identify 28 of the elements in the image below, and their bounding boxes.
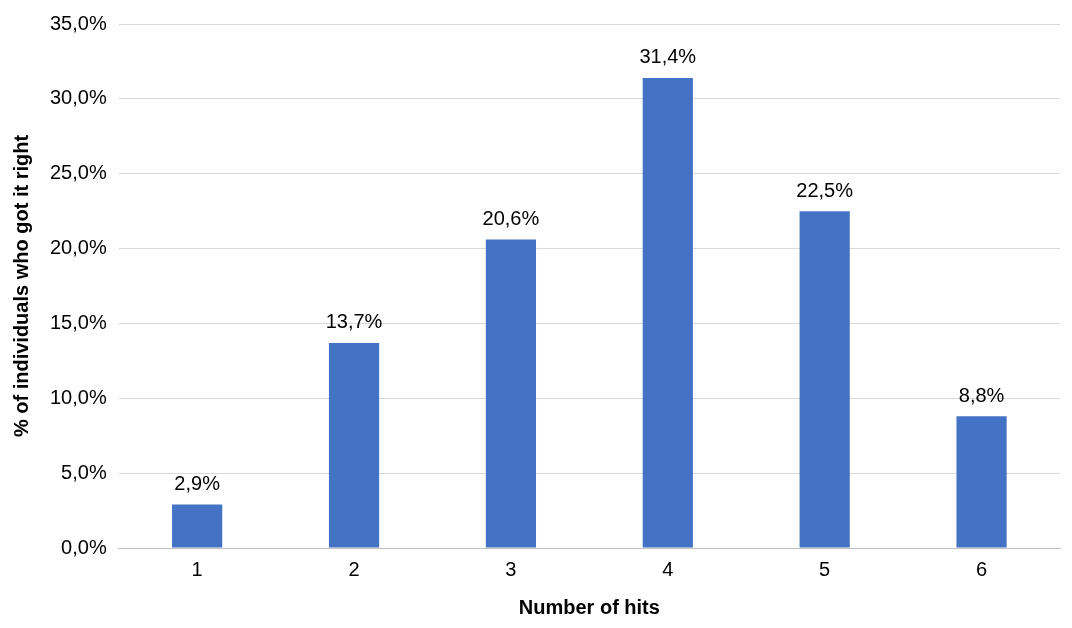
x-tick-label: 6 bbox=[976, 557, 988, 580]
bar bbox=[172, 504, 223, 548]
x-tick-label: 3 bbox=[505, 557, 517, 580]
data-label: 8,8% bbox=[958, 383, 1005, 406]
data-label: 31,4% bbox=[639, 45, 697, 68]
y-tick-label: 10,0% bbox=[49, 385, 107, 408]
data-label: 20,6% bbox=[482, 207, 540, 230]
x-tick-label: 4 bbox=[662, 557, 674, 580]
y-tick-label: 0,0% bbox=[61, 535, 107, 558]
bar bbox=[956, 416, 1007, 548]
x-tick-label: 2 bbox=[348, 557, 360, 580]
bar bbox=[642, 77, 693, 548]
y-tick-label: 25,0% bbox=[49, 161, 107, 184]
bar bbox=[799, 211, 850, 548]
y-tick-label: 5,0% bbox=[61, 460, 107, 483]
y-tick-label: 15,0% bbox=[49, 310, 107, 333]
data-label: 13,7% bbox=[325, 310, 383, 333]
data-label: 22,5% bbox=[796, 178, 854, 201]
bar bbox=[485, 239, 537, 548]
data-label: 2,9% bbox=[174, 472, 221, 495]
y-tick-label: 30,0% bbox=[49, 86, 107, 109]
y-axis-title: % of individuals who got it right bbox=[9, 134, 32, 438]
bar bbox=[328, 342, 380, 548]
x-tick-label: 5 bbox=[819, 557, 831, 580]
x-tick-label: 1 bbox=[191, 557, 203, 580]
x-axis-title: Number of hits bbox=[518, 595, 660, 618]
y-tick-label: 20,0% bbox=[49, 236, 107, 259]
y-tick-label: 35,0% bbox=[49, 11, 107, 34]
